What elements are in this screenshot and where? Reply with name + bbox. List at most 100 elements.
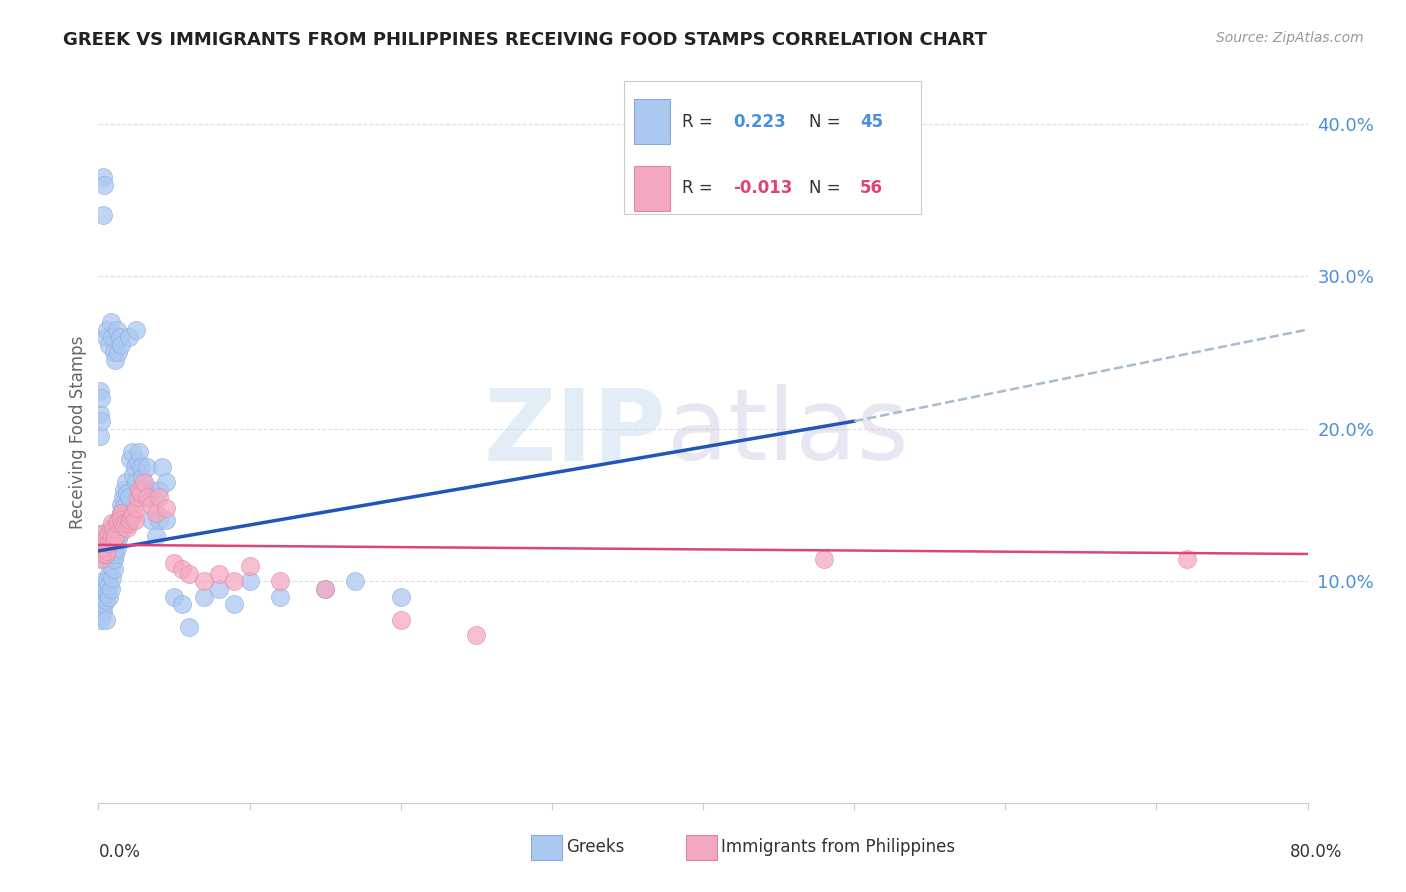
Point — [105, 541, 128, 555]
Point — [389, 613, 412, 627]
Point — [122, 506, 145, 520]
Point — [96, 587, 118, 601]
Text: R =: R = — [682, 112, 718, 130]
Point — [111, 516, 134, 531]
Point — [96, 322, 118, 336]
Point — [135, 460, 157, 475]
Point — [118, 491, 141, 505]
Point — [101, 551, 124, 566]
Point — [129, 460, 152, 475]
Point — [93, 525, 115, 540]
Point — [127, 491, 149, 505]
Point — [104, 529, 127, 543]
Text: Immigrants from Philippines: Immigrants from Philippines — [721, 838, 956, 856]
Point — [90, 414, 112, 428]
Point — [89, 598, 111, 612]
Point — [100, 559, 122, 574]
Point — [121, 444, 143, 458]
Point — [110, 506, 132, 520]
Point — [155, 513, 177, 527]
Text: GREEK VS IMMIGRANTS FROM PHILIPPINES RECEIVING FOOD STAMPS CORRELATION CHART: GREEK VS IMMIGRANTS FROM PHILIPPINES REC… — [63, 31, 987, 49]
Point — [112, 519, 135, 533]
Point — [170, 598, 193, 612]
Point — [98, 590, 121, 604]
Point — [114, 475, 136, 490]
Point — [93, 598, 115, 612]
Point — [103, 532, 125, 546]
Point — [100, 521, 122, 535]
Point — [155, 501, 177, 516]
Point — [125, 475, 148, 490]
Point — [94, 592, 117, 607]
Text: Greeks: Greeks — [567, 838, 626, 856]
Text: 0.0%: 0.0% — [98, 843, 141, 861]
Point — [91, 532, 114, 546]
Text: 56: 56 — [860, 179, 883, 197]
Point — [105, 322, 128, 336]
Point — [125, 322, 148, 336]
Point — [110, 506, 132, 520]
Point — [208, 566, 231, 581]
Point — [127, 455, 149, 469]
Point — [89, 539, 111, 553]
Point — [269, 574, 291, 589]
Bar — [634, 166, 671, 211]
Point — [98, 566, 121, 581]
Point — [91, 574, 114, 589]
Point — [120, 452, 142, 467]
Point — [141, 513, 163, 527]
Point — [129, 486, 152, 500]
Point — [269, 590, 291, 604]
Point — [107, 513, 129, 527]
Point — [141, 498, 163, 512]
Point — [103, 544, 125, 558]
Point — [101, 529, 124, 543]
Point — [91, 208, 114, 222]
Point — [1175, 551, 1198, 566]
Point — [118, 516, 141, 531]
Point — [103, 345, 125, 359]
Point — [107, 345, 129, 359]
Text: atlas: atlas — [666, 384, 908, 481]
Point — [131, 470, 153, 484]
Point — [111, 501, 134, 516]
Point — [101, 571, 124, 585]
Point — [108, 510, 131, 524]
Point — [98, 338, 121, 352]
Point — [104, 353, 127, 368]
Point — [94, 330, 117, 344]
Point — [108, 525, 131, 540]
Point — [111, 491, 134, 505]
Point — [100, 582, 122, 596]
Point — [89, 429, 111, 443]
Point — [90, 536, 112, 550]
Point — [105, 529, 128, 543]
Point — [115, 521, 138, 535]
Point — [141, 483, 163, 497]
Text: -0.013: -0.013 — [734, 179, 793, 197]
Point — [224, 598, 246, 612]
Point — [208, 582, 231, 596]
Point — [105, 516, 128, 531]
Y-axis label: Receiving Food Stamps: Receiving Food Stamps — [69, 336, 87, 529]
Point — [107, 521, 129, 535]
Point — [101, 516, 124, 531]
Point — [114, 516, 136, 531]
Point — [163, 590, 186, 604]
Point — [389, 590, 412, 604]
Point — [465, 628, 488, 642]
Point — [93, 590, 115, 604]
Point — [125, 501, 148, 516]
Point — [193, 590, 215, 604]
Text: Source: ZipAtlas.com: Source: ZipAtlas.com — [1216, 31, 1364, 45]
Point — [104, 536, 127, 550]
Point — [155, 475, 177, 490]
Point — [96, 574, 118, 589]
Point — [101, 330, 124, 344]
Point — [239, 559, 262, 574]
Bar — [634, 99, 671, 144]
Point — [94, 582, 117, 596]
Point — [193, 574, 215, 589]
Point — [108, 330, 131, 344]
Text: N =: N = — [810, 179, 846, 197]
